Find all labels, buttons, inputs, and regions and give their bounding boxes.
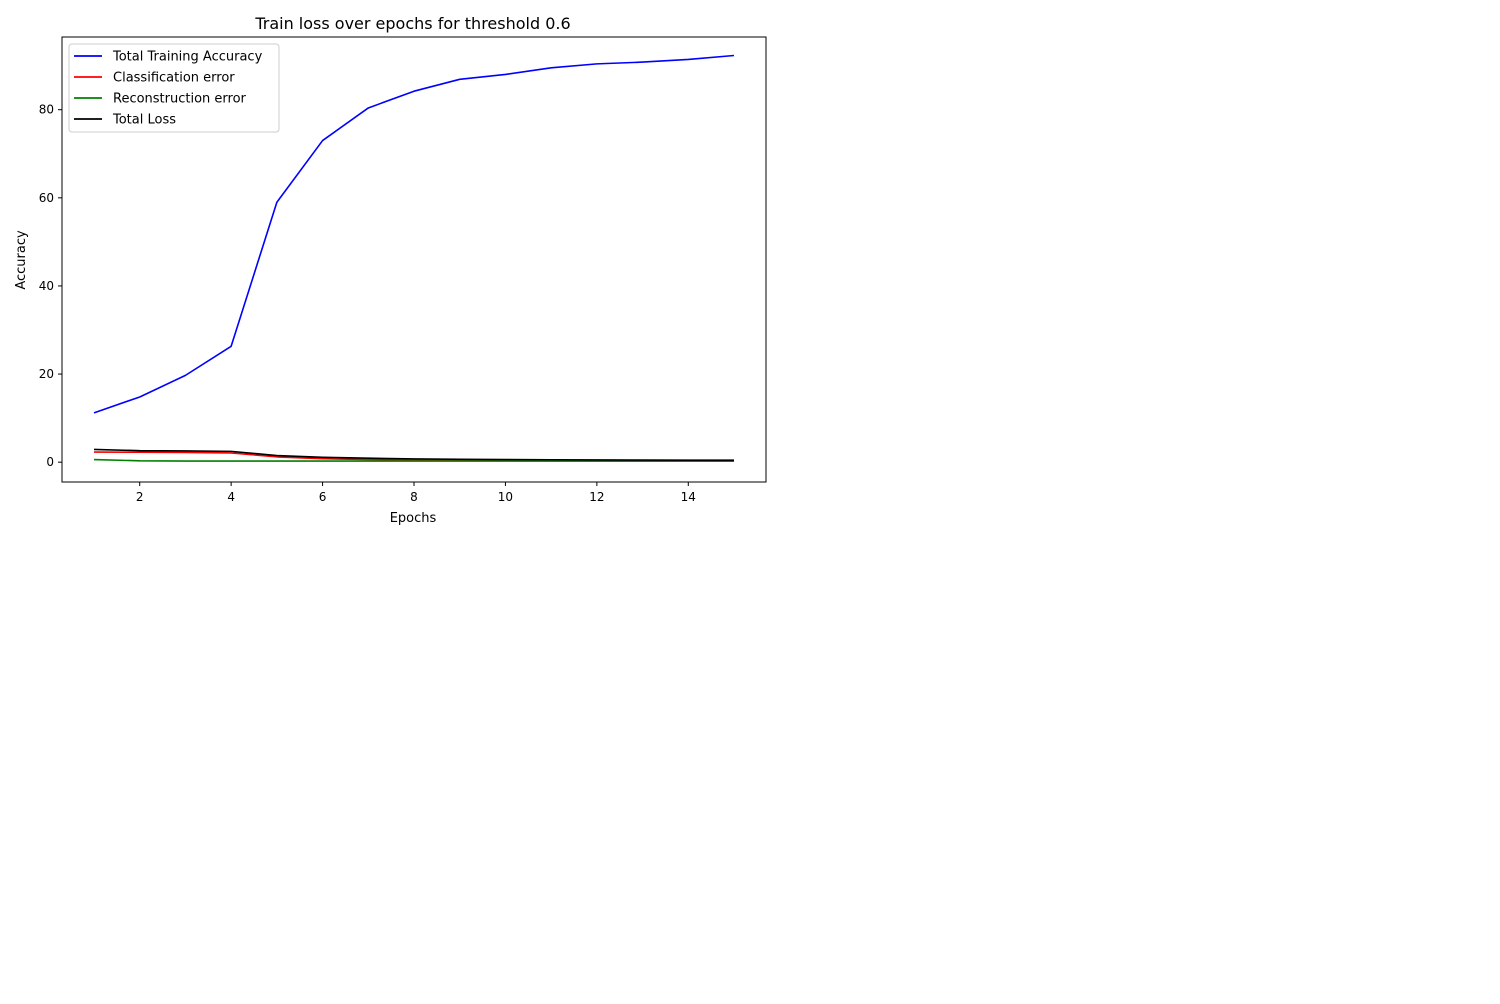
y-tick-label-2: 40 — [39, 279, 54, 293]
x-tick-label-6: 14 — [681, 490, 696, 504]
x-tick-label-2: 6 — [319, 490, 327, 504]
legend-label-2: Reconstruction error — [113, 92, 247, 107]
y-tick-label-4: 80 — [39, 103, 54, 117]
y-tick-label-0: 0 — [46, 455, 54, 469]
x-tick-label-0: 2 — [136, 490, 144, 504]
y-tick-label-3: 60 — [39, 191, 54, 205]
legend: Total Training Accuracy Classification er… — [69, 44, 279, 132]
x-axis-label: Epochs — [390, 511, 437, 526]
y-axis-label: Accuracy — [14, 230, 29, 290]
legend-label-0: Total Training Accuracy — [112, 50, 263, 65]
legend-label-3: Total Loss — [112, 113, 176, 128]
x-tick-label-5: 12 — [589, 490, 604, 504]
series-line-3 — [94, 449, 734, 460]
y-tick-label-1: 20 — [39, 367, 54, 381]
legend-label-1: Classification error — [113, 71, 235, 86]
x-tick-label-1: 4 — [227, 490, 235, 504]
x-tick-label-4: 10 — [498, 490, 513, 504]
x-tick-label-3: 8 — [410, 490, 418, 504]
chart-title: Train loss over epochs for threshold 0.6 — [254, 14, 570, 33]
